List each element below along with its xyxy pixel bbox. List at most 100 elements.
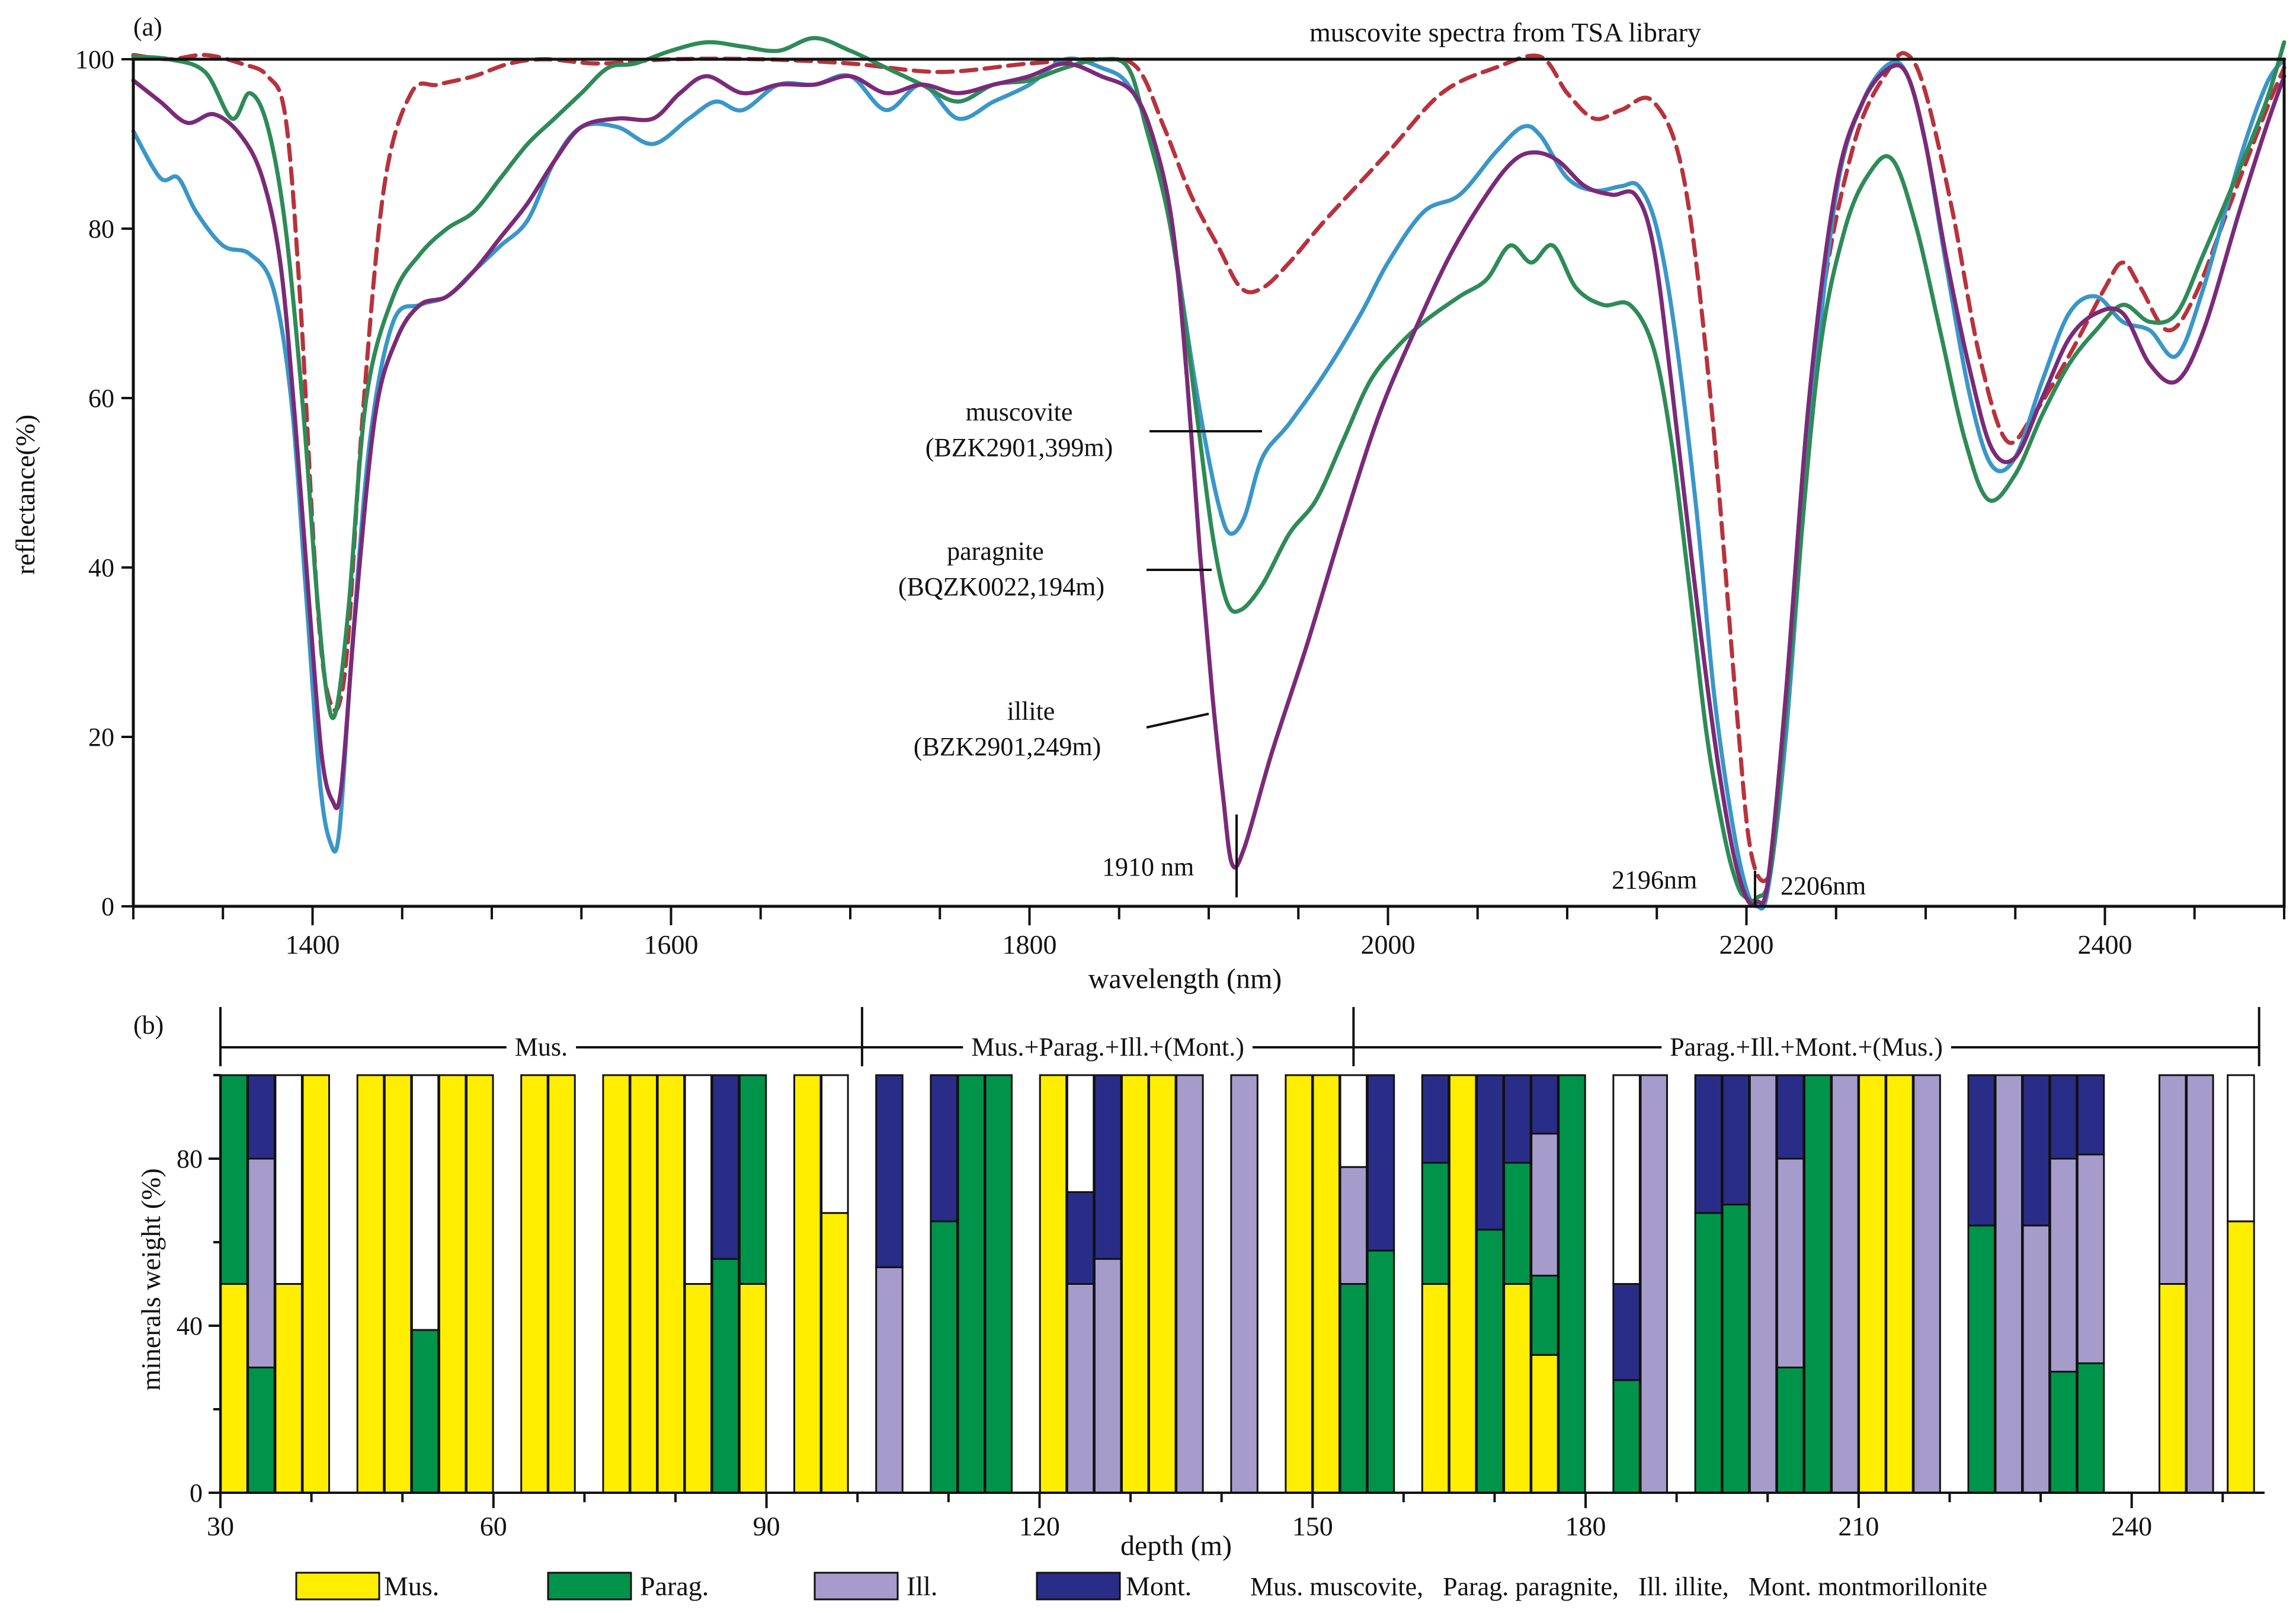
b-x-tick-label: 210: [1838, 1511, 1879, 1541]
bar-segment-mont: [2076, 1074, 2105, 1156]
annotation-paragonite: paragnite (BQZK0022,194m): [898, 537, 1212, 601]
bar-segment-mus: [738, 1283, 767, 1494]
bar-segment-mont: [2022, 1074, 2051, 1227]
bar-segment-mus: [1312, 1074, 1340, 1494]
bar-segment-parag: [1366, 1249, 1395, 1494]
muscovite-label: muscovite: [966, 397, 1073, 427]
zone-label-bg: [506, 1033, 577, 1062]
a-y-tick-label: 0: [101, 892, 114, 921]
bar-segment-parag: [2076, 1362, 2105, 1494]
bar-segment-parag: [930, 1220, 958, 1494]
legend-label-ill: Ill.: [907, 1571, 937, 1601]
bar-segment-parag: [247, 1367, 276, 1494]
bar-segment-mus: [1530, 1354, 1559, 1494]
bar-segment-unassigned: [1612, 1074, 1641, 1285]
bar-segment-parag: [1967, 1224, 1996, 1494]
bar-segment-ill: [1339, 1166, 1368, 1285]
bar-segment-mus: [821, 1212, 849, 1494]
bar-segment-parag: [1721, 1204, 1750, 1494]
bar-segment-parag: [1476, 1229, 1504, 1494]
tsa-library-caption: muscovite spectra from TSA library: [1309, 17, 1701, 47]
a-y-tick-label: 20: [88, 723, 114, 752]
legend-swatch-mont: [1036, 1572, 1121, 1601]
bar-segment-unassigned: [821, 1074, 849, 1214]
panel-b-ticks: [209, 1074, 2265, 1508]
bar-segment-ill: [1776, 1157, 1805, 1368]
a-y-tick-label: 100: [75, 45, 114, 74]
bar-segment-unassigned: [411, 1074, 440, 1331]
panel-b-mineral-bars: (b) Mus. Mus.+Parag.+Ill.+(Mont.) Parag.+I…: [133, 1007, 2265, 1601]
bar-segment-mont: [711, 1074, 740, 1260]
bar-segment-mus: [629, 1074, 658, 1494]
bar-segment-mus: [1421, 1283, 1450, 1494]
a-x-tick-label: 2200: [1719, 929, 1774, 960]
bar-segment-ill: [1749, 1074, 1778, 1494]
bar-segment-mont: [1530, 1074, 1559, 1135]
bar-segment-mus: [220, 1283, 248, 1494]
bar-segment-mont: [1503, 1074, 1532, 1164]
label-2206nm: 2206nm: [1781, 871, 1866, 900]
panel-a-series: [131, 36, 2287, 911]
bar-segment-ill: [1913, 1074, 1941, 1494]
panel-a-spectra: (a) muscovite spectra from TSA library 0…: [10, 12, 2287, 995]
bar-segment-mus: [657, 1074, 686, 1494]
legend-label-parag: Parag.: [640, 1571, 709, 1601]
bar-segment-ill: [2159, 1074, 2187, 1285]
zone-label: Mus.+Parag.+Ill.+(Mont.): [971, 1032, 1244, 1062]
bar-segment-mus: [356, 1074, 385, 1494]
annotation-2196-2206nm: 2196nm 2206nm: [1612, 865, 1866, 906]
bar-segment-ill: [2049, 1157, 2078, 1373]
bar-segment-ill: [1994, 1074, 2023, 1494]
bar-segment-mont: [1421, 1074, 1450, 1164]
series-illite-line: [131, 61, 2287, 907]
b-y-tick-label: 0: [190, 1479, 203, 1508]
legend-abbreviations: Mus. muscovite, Parag. paragnite, Ill. i…: [1250, 1572, 1987, 1601]
bar-segment-parag: [1694, 1212, 1723, 1494]
a-y-tick-label: 40: [88, 553, 114, 582]
bar-segment-mus: [466, 1074, 494, 1494]
panel-b-zones: Mus. Mus.+Parag.+Ill.+(Mont.) Parag.+Ill.+…: [219, 1007, 2260, 1066]
illite-label: illite: [1007, 697, 1055, 726]
bar-segment-parag: [1339, 1283, 1368, 1494]
bar-segment-mus: [684, 1283, 713, 1494]
bar-segment-mont: [1093, 1074, 1122, 1260]
bar-segment-mus: [1039, 1074, 1068, 1494]
legend-swatch-ill: [814, 1572, 899, 1601]
paragonite-sample-label: (BQZK0022,194m): [898, 572, 1104, 601]
b-x-tick-label: 120: [1019, 1511, 1060, 1541]
annotation-1910nm: 1910 nm: [1102, 814, 1238, 897]
panel-b-y-axis-label: minerals weight (%): [136, 1168, 166, 1391]
bar-segment-mus: [2227, 1220, 2255, 1494]
bar-segment-unassigned: [1339, 1074, 1368, 1168]
bar-segment-parag: [1421, 1162, 1450, 1285]
b-x-tick-label: 240: [2111, 1511, 2152, 1541]
a-x-tick-label: 1400: [286, 929, 340, 960]
bar-segment-ill: [2076, 1153, 2105, 1364]
series-muscovite-line: [131, 56, 2287, 911]
bar-segment-mont: [1612, 1283, 1641, 1381]
bar-segment-mont: [247, 1074, 276, 1160]
bar-segment-parag: [711, 1258, 740, 1494]
bar-segment-mont: [930, 1074, 958, 1223]
bar-segment-ill: [247, 1157, 276, 1368]
annotation-muscovite: muscovite (BZK2901,399m): [926, 397, 1262, 462]
legend: Mus. Parag. Ill. Mont. Mus. muscovite, P…: [295, 1571, 1987, 1601]
bar-segment-mus: [1285, 1074, 1313, 1494]
b-x-tick-label: 60: [480, 1511, 507, 1541]
bar-segment-parag: [984, 1074, 1013, 1494]
panel-b-bars: [220, 1074, 2255, 1494]
bar-segment-mont: [2049, 1074, 2078, 1160]
bar-segment-parag: [1530, 1274, 1559, 1356]
panel-b-y-tick-labels: 0 40 80: [177, 1144, 203, 1508]
bar-segment-parag: [738, 1074, 767, 1285]
bar-segment-parag: [1612, 1379, 1641, 1494]
bar-segment-parag: [411, 1329, 440, 1494]
bar-segment-mus: [2159, 1283, 2187, 1494]
panel-a-ticks: [121, 58, 2285, 925]
bar-segment-mont: [1366, 1074, 1395, 1252]
bar-segment-ill: [875, 1266, 904, 1494]
a-x-tick-label: 1800: [1003, 929, 1057, 960]
bar-segment-mus: [274, 1283, 303, 1494]
bar-segment-ill: [1176, 1074, 1204, 1494]
